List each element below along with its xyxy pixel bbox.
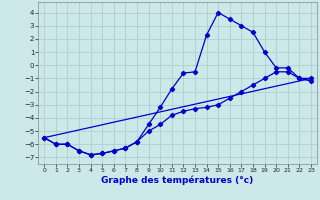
- X-axis label: Graphe des températures (°c): Graphe des températures (°c): [101, 176, 254, 185]
